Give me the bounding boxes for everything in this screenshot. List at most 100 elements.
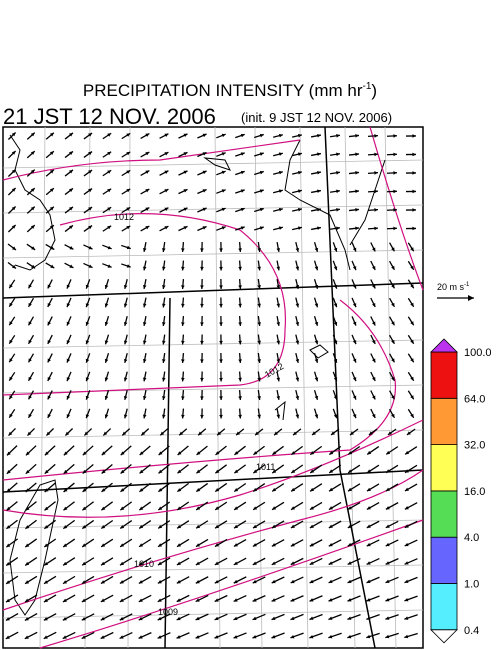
wind-arrow-head [278,170,283,175]
wind-arrow-head [30,151,35,155]
wind-arrow-head [385,542,390,547]
wind-arrow-head [252,579,257,584]
region-boundaries [2,126,424,649]
wind-arrow-head [104,284,109,289]
wind-arrow-head [69,151,73,156]
wind-arrow-head [295,303,300,308]
wind-arrow-head [278,226,283,230]
wind-arrow-head [355,152,359,157]
wind-arrow-head [347,506,352,510]
colorbar-label: 0.4 [464,625,479,637]
wind-arrow-head [6,561,11,566]
wind-arrow-head [385,616,390,620]
wind-arrow-head [257,359,261,363]
wind-arrow-head [352,303,357,308]
wind-arrow-head [391,284,395,289]
wind-arrow-head [158,506,163,511]
wind-arrow-head [333,340,338,345]
wind-arrow-head [393,226,397,231]
wind-vectors [5,132,418,640]
wind-arrow-head [391,247,395,252]
wind-arrow-head [183,170,188,175]
wind-arrow-head [181,266,185,271]
wind-arrow-head [195,635,200,639]
wind-arrow-head [100,635,105,639]
wind-arrow-head [28,284,32,289]
wind-arrow-head [238,359,242,363]
wind-arrow-head [295,266,300,271]
wind-arrow-head [49,188,54,192]
wind-arrow-head [290,524,295,528]
wind-arrow-head [162,340,166,345]
wind-arrow-head [183,226,188,230]
wind-arrow-head [221,189,226,193]
wind-arrow-head [162,248,166,252]
wind-arrow-head [44,451,49,456]
wind-arrow-head [215,451,220,455]
wind-arrow-head [101,543,106,547]
wind-arrow-head [47,413,51,418]
wind-scale-label: 20 m s-1 [437,282,470,292]
wind-arrow-head [25,469,30,474]
wind-arrow-head [347,634,352,639]
wind-arrow-head [43,598,48,603]
wind-arrow-head [372,376,376,381]
wind-arrow-head [352,340,357,345]
wind-arrow-head [120,469,125,474]
wind-arrow-head [295,321,300,326]
wind-arrow-head [290,616,295,620]
title-exponent: -1 [363,81,372,92]
wind-arrow-head [240,189,245,193]
wind-arrow-head [215,487,220,492]
wind-arrow-head [145,133,150,137]
wind-arrow-head [352,321,357,326]
wind-arrow-head [139,451,144,456]
wind-arrow-head [290,579,295,584]
wind-arrow-head [404,542,409,547]
wind-arrow-head [219,322,223,326]
wind-arrow-head [333,377,338,382]
wind-arrow-head [142,303,147,308]
wind-arrow-head [253,451,258,455]
wind-arrow-head [291,487,296,492]
wind-arrow-head [138,635,143,639]
wind-arrow-head [412,189,416,194]
wind-arrow-head [333,395,338,400]
wind-arrow-head [142,322,147,326]
wind-arrow-head [107,207,112,211]
wind-arrow-head [314,414,319,419]
wind-arrow-head [183,152,188,156]
wind-arrow-head [44,543,49,548]
wind-arrow-head [317,133,321,138]
wind-arrow-head [412,226,416,231]
wind-arrow-head [271,524,276,529]
wind-arrow-head [126,151,131,156]
wind-arrow-head [374,189,378,194]
wind-arrow-head [6,451,11,456]
wind-arrow-head [85,358,90,363]
wind-arrow-head [271,598,276,602]
wind-arrow-head [101,451,106,456]
wind-arrow-head [234,451,239,455]
wind-arrow-head [259,170,264,175]
wind-arrow-head [312,431,316,436]
wind-arrow-head [69,169,73,174]
wind-arrow-head [88,207,93,211]
wind-arrow-head [66,395,71,400]
wind-arrow-head [234,506,239,510]
wind-arrow-head [49,151,54,155]
wind-arrow-head [391,321,395,326]
wind-arrow-head [82,469,87,474]
wind-arrow-head [85,414,90,419]
wind-arrow-head [309,598,314,602]
wind-arrow-head [181,248,185,252]
wind-arrow-head [142,340,147,345]
wind-arrow-head [257,285,261,289]
wind-arrow-head [63,543,68,547]
wind-arrow-head [162,359,166,363]
wind-arrow-head [164,189,169,193]
wind-arrow-head [238,377,242,382]
wind-arrow-head [317,170,321,175]
wind-arrow-head [202,152,207,156]
isobars [2,126,424,649]
